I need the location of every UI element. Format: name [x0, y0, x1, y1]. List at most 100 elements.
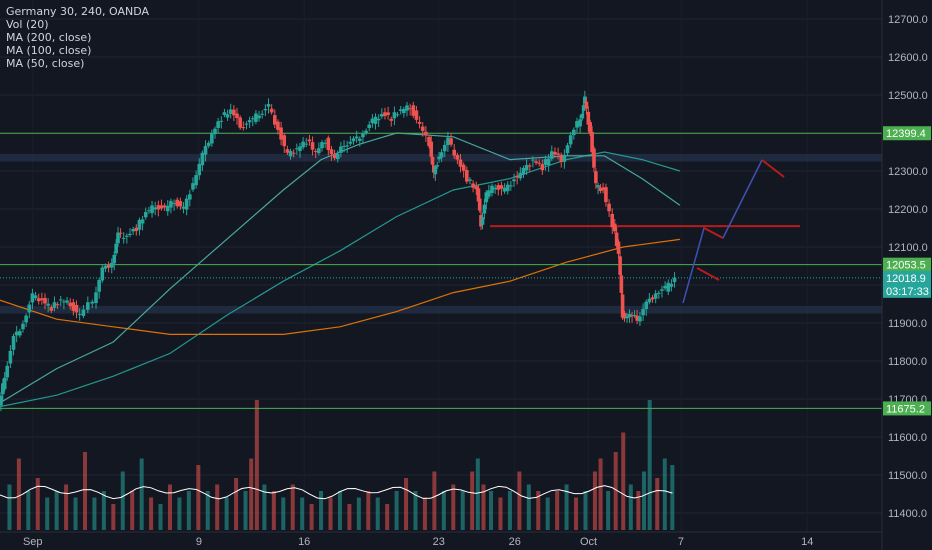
- candle-body: [197, 163, 202, 176]
- candle-body: [71, 302, 76, 311]
- x-tick-label: 23: [433, 536, 445, 548]
- candle-body: [430, 156, 435, 165]
- candle-body: [596, 185, 600, 188]
- candle-body: [370, 118, 375, 124]
- level-price-label-bg: [883, 401, 931, 416]
- volume-bar: [111, 504, 116, 530]
- legend-ma100[interactable]: MA (100, close): [6, 44, 92, 57]
- last-price-label-bg: [883, 270, 931, 285]
- arrow-mark-upper: [761, 159, 785, 178]
- volume-bar: [628, 484, 633, 530]
- volume-bar: [475, 458, 480, 530]
- volume-bar: [243, 491, 248, 530]
- candle-body: [206, 142, 211, 146]
- candle-body: [103, 265, 108, 269]
- volume-bar: [16, 458, 21, 530]
- volume-bar: [271, 491, 276, 530]
- candle-body: [672, 277, 677, 283]
- candle-body: [427, 136, 431, 146]
- candle-body: [100, 267, 105, 281]
- candle-body: [389, 118, 394, 121]
- volume-bar: [356, 497, 361, 530]
- candle-body: [534, 161, 538, 163]
- volume-bar: [564, 484, 569, 530]
- candle-body: [562, 155, 567, 162]
- candle-body: [210, 133, 214, 144]
- candle-body: [143, 212, 148, 218]
- time-axis[interactable]: Sep 9 16 23 26 Oct 7 14: [0, 531, 882, 548]
- volume-bar: [186, 491, 191, 530]
- candle-body: [411, 105, 416, 116]
- candle-body: [81, 309, 86, 316]
- legend-ma50[interactable]: MA (50, close): [6, 57, 85, 70]
- candle-body: [660, 289, 664, 291]
- candle-body: [269, 108, 274, 113]
- volume-bar: [347, 504, 352, 530]
- volume-bar: [249, 458, 254, 530]
- candle-body: [553, 152, 557, 155]
- volume-bar: [606, 491, 611, 530]
- candle-body: [575, 121, 579, 128]
- volume-bar: [54, 491, 59, 530]
- volume-bar: [441, 491, 446, 530]
- candle-body: [165, 205, 170, 212]
- candle-body: [112, 254, 117, 264]
- candle-body: [471, 183, 475, 188]
- candle-body: [94, 292, 98, 304]
- y-tick-label: 11600.0: [888, 432, 927, 444]
- symbol-title[interactable]: Germany 30, 240, OANDA: [6, 5, 150, 18]
- candle-body: [638, 316, 642, 322]
- candle-body: [266, 104, 271, 107]
- volume-bar: [526, 484, 531, 530]
- candle-body: [433, 166, 438, 175]
- candle-body: [408, 108, 412, 110]
- volume-bar: [481, 484, 486, 530]
- candle-body: [474, 186, 479, 190]
- x-tick-label: 14: [801, 536, 813, 548]
- candle-body: [435, 165, 440, 167]
- candle-body: [18, 331, 22, 336]
- candle-body: [282, 135, 287, 147]
- volume-bar: [583, 491, 588, 530]
- candle-body: [140, 219, 145, 224]
- legend-ma200[interactable]: MA (200, close): [6, 31, 92, 44]
- price-zone: [0, 153, 882, 162]
- volume-bar: [460, 491, 465, 530]
- candle-body: [437, 156, 441, 160]
- legend-vol[interactable]: Vol (20): [6, 18, 49, 31]
- candle-body: [2, 377, 7, 390]
- candle-body: [452, 149, 457, 156]
- candle-body: [502, 187, 507, 192]
- candle-body: [323, 142, 327, 144]
- volume-bar: [670, 465, 675, 530]
- candle-body: [531, 159, 535, 161]
- volume-bar: [598, 458, 603, 530]
- candle-body: [339, 146, 343, 153]
- volume-bar: [655, 478, 660, 530]
- level-price-label-bg: [883, 126, 931, 141]
- candle-body: [116, 232, 120, 244]
- candle-body: [484, 192, 489, 203]
- candle-body: [36, 298, 41, 302]
- volume-bar: [366, 491, 371, 530]
- candle-body: [527, 165, 532, 167]
- candle-body: [114, 243, 118, 254]
- candle-body: [184, 198, 189, 210]
- candle-body: [610, 213, 615, 228]
- volume-bar: [375, 497, 380, 530]
- drawings[interactable]: [682, 159, 785, 304]
- moving-averages: [0, 132, 681, 408]
- candle-body: [241, 127, 246, 129]
- volume-bar: [404, 478, 409, 530]
- candle-body: [398, 109, 403, 112]
- horizontal-levels[interactable]: [0, 132, 882, 409]
- support-resistance-zones: [0, 153, 882, 314]
- candle-body: [291, 152, 296, 154]
- candle-body: [357, 138, 362, 141]
- volume-bar: [205, 491, 210, 530]
- candle-body: [499, 185, 504, 189]
- candle-body: [509, 185, 513, 187]
- price-zone: [0, 305, 882, 314]
- volume-bar: [422, 497, 427, 530]
